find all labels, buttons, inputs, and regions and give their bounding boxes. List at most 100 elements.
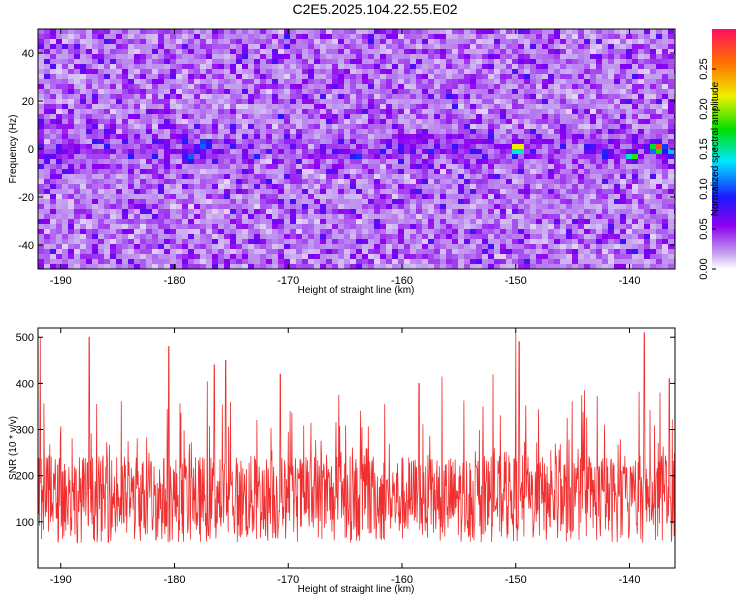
spectrogram-cell [440,174,447,180]
spectrogram-cell [266,234,273,240]
spectrogram-cell [596,29,603,35]
spectrogram-cell [344,99,351,105]
spectrogram-cell [482,99,489,105]
spectrogram-cell [86,74,93,80]
spectrogram-cell [434,59,441,65]
spectrogram-cell [668,224,675,230]
spectrogram-cell [254,94,261,100]
spectrogram-cell [170,199,177,205]
spectrogram-cell [92,134,99,140]
spectrogram-cell [512,154,519,160]
spectrogram-cell [134,59,141,65]
spectrogram-cell [566,199,573,205]
spectrogram-cell [308,224,315,230]
spectrogram-cell [260,49,267,55]
spectrogram-cell [62,199,69,205]
spectrogram-cell [494,194,501,200]
spectrogram-cell [98,219,105,225]
spectrogram-cell [500,139,507,145]
spectrogram-cell [278,214,285,220]
spectrogram-cell [164,224,171,230]
spectrogram-cell [638,209,645,215]
spectrogram-cell [464,89,471,95]
spectrogram-cell [434,204,441,210]
spectrogram-cell [452,129,459,135]
spectrogram-cell [248,129,255,135]
spectrogram-cell [548,54,555,60]
spectrogram-cell [188,49,195,55]
spectrogram-cell [338,129,345,135]
spectrogram-cell [266,164,273,170]
spectrogram-cell [590,139,597,145]
spectrogram-cell [374,49,381,55]
spectrogram-cell [80,259,87,265]
spectrogram-cell [44,194,51,200]
spectrogram-cell [602,174,609,180]
spectrogram-cell [542,199,549,205]
spectrogram-cell [266,134,273,140]
spectrogram-cell [122,104,129,110]
spectrogram-cell [320,204,327,210]
spectrogram-cell [200,199,207,205]
spectrogram-cell [86,29,93,35]
spectrogram-cell [632,79,639,85]
spectrogram-cell [350,114,357,120]
spectrogram-cell [92,104,99,110]
spectrogram-cell [182,179,189,185]
spectrogram-cell [638,39,645,45]
spectrogram-cell [116,154,123,160]
spectrogram-cell [374,99,381,105]
spectrogram-cell [200,204,207,210]
spectrogram-cell [38,204,45,210]
spectrogram-cell [530,154,537,160]
spectrogram-cell [368,79,375,85]
spectrogram-cell [578,124,585,130]
spectrogram-cell [194,94,201,100]
spectrogram-cell [614,209,621,215]
spectrogram-cell [656,94,663,100]
spectrogram-cell [218,99,225,105]
spectrogram-cell [368,104,375,110]
spectrogram-cell [224,254,231,260]
spectrogram-cell [494,34,501,40]
spectrogram-cell [614,104,621,110]
spectrogram-cell [536,244,543,250]
spectrogram-cell [452,74,459,80]
spectrogram-cell [164,144,171,150]
spectrogram-cell [548,74,555,80]
spectrogram-cell [392,254,399,260]
spectrogram-cell [146,194,153,200]
spectrogram-cell [206,29,213,35]
spectrogram-cell [104,239,111,245]
spectrogram-cell [602,39,609,45]
spectrogram-cell [146,34,153,40]
spectrogram-cell [98,189,105,195]
spectrogram-cell [392,209,399,215]
spectrogram-cell [584,39,591,45]
spectrogram-cell [308,134,315,140]
spectrogram-cell [332,234,339,240]
spectrogram-cell [452,99,459,105]
spectrogram-cell [176,49,183,55]
spectrogram-cell [620,154,627,160]
spectrogram-cell [614,79,621,85]
spectrogram-cell [368,159,375,165]
spectrogram-cell [662,149,669,155]
spectrogram-cell [428,254,435,260]
spectrogram-cell [104,34,111,40]
spectrogram-cell [548,169,555,175]
spectrogram-cell [290,249,297,255]
spectrogram-cell [188,79,195,85]
spectrogram-cell [56,89,63,95]
spectrogram-cell [194,99,201,105]
spectrogram-cell [248,244,255,250]
spectrogram-cell [182,59,189,65]
spectrogram-cell [170,214,177,220]
spectrogram-cell [326,164,333,170]
spectrogram-cell [74,29,81,35]
spectrogram-cell [494,199,501,205]
spectrogram-cell [86,189,93,195]
spectrogram-cell [386,164,393,170]
spectrogram-cell [92,109,99,115]
spectrogram-cell [338,199,345,205]
